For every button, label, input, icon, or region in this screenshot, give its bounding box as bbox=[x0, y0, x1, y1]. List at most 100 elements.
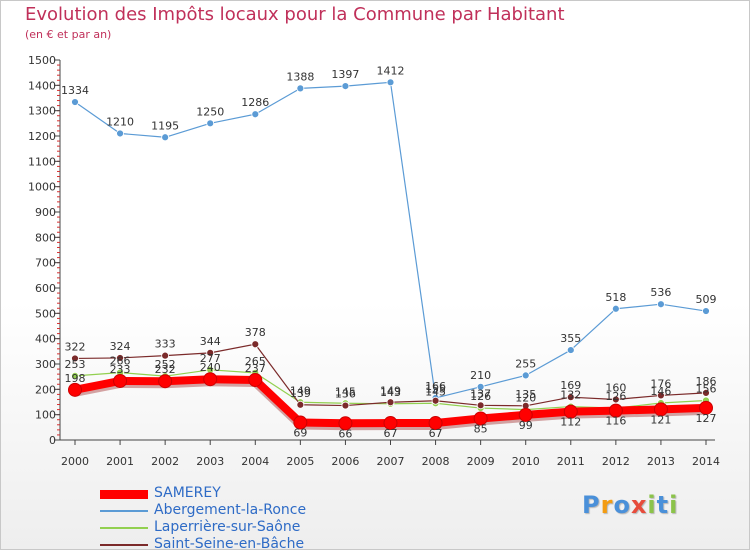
data-point bbox=[158, 374, 173, 389]
data-label: 536 bbox=[650, 286, 671, 299]
data-point bbox=[518, 407, 533, 422]
y-tick-label: 300 bbox=[35, 358, 56, 371]
data-label: 266 bbox=[110, 355, 131, 368]
data-point bbox=[71, 372, 79, 380]
y-tick-label: 900 bbox=[35, 206, 56, 219]
x-tick-label: 2004 bbox=[241, 455, 269, 468]
data-point bbox=[653, 402, 668, 417]
data-label: 378 bbox=[245, 326, 266, 339]
data-point bbox=[386, 78, 395, 87]
data-label: 1195 bbox=[151, 119, 179, 132]
x-tick-label: 2012 bbox=[602, 455, 630, 468]
data-point bbox=[341, 82, 350, 90]
data-point bbox=[161, 133, 170, 142]
data-point bbox=[521, 371, 530, 380]
y-tick-label: 400 bbox=[35, 333, 56, 346]
data-label: 145 bbox=[425, 385, 446, 398]
data-label: 210 bbox=[470, 369, 491, 382]
legend-label: Abergement-la-Ronce bbox=[154, 502, 307, 518]
data-point bbox=[386, 398, 395, 407]
data-label: 136 bbox=[335, 388, 356, 401]
data-label: 66 bbox=[338, 427, 352, 440]
data-point bbox=[566, 346, 575, 354]
data-point bbox=[611, 304, 620, 313]
data-label: 253 bbox=[65, 358, 86, 371]
data-label: 127 bbox=[696, 412, 717, 425]
logo-letter: o bbox=[613, 491, 631, 519]
x-tick-label: 2014 bbox=[692, 455, 720, 468]
data-label: 509 bbox=[696, 293, 717, 306]
data-label: 255 bbox=[515, 357, 536, 370]
data-label: 145 bbox=[335, 385, 356, 398]
data-point bbox=[113, 373, 128, 388]
data-point bbox=[68, 382, 82, 397]
data-label: 126 bbox=[605, 390, 626, 403]
data-point bbox=[611, 395, 620, 404]
data-point bbox=[71, 98, 79, 106]
data-label: 149 bbox=[380, 384, 401, 397]
x-tick-label: 2002 bbox=[151, 455, 179, 468]
data-point bbox=[341, 401, 350, 410]
data-point bbox=[383, 416, 398, 431]
data-point bbox=[206, 119, 215, 128]
y-tick-label: 1300 bbox=[28, 105, 56, 118]
logo-letter: t bbox=[656, 491, 670, 519]
x-tick-label: 2005 bbox=[286, 455, 314, 468]
data-label: 120 bbox=[515, 392, 536, 405]
data-label: 146 bbox=[650, 385, 671, 398]
data-point bbox=[657, 300, 665, 309]
legend-swatch bbox=[100, 544, 148, 546]
data-label: 121 bbox=[650, 413, 671, 426]
data-label: 322 bbox=[65, 340, 86, 353]
data-label: 1210 bbox=[106, 115, 134, 128]
data-point bbox=[566, 393, 575, 402]
y-tick-label: 100 bbox=[35, 409, 56, 422]
data-label: 265 bbox=[245, 355, 266, 368]
data-label: 126 bbox=[470, 390, 491, 403]
data-point bbox=[161, 351, 170, 360]
x-tick-label: 2001 bbox=[106, 455, 134, 468]
data-label: 116 bbox=[605, 415, 626, 428]
data-point bbox=[476, 401, 485, 410]
y-tick-label: 0 bbox=[49, 434, 56, 447]
y-tick-label: 1500 bbox=[28, 54, 56, 67]
y-tick-label: 800 bbox=[35, 231, 56, 244]
data-label: 333 bbox=[155, 338, 176, 351]
data-label: 1250 bbox=[196, 105, 224, 118]
logo-letter: r bbox=[600, 491, 614, 519]
data-point bbox=[699, 400, 713, 415]
data-point bbox=[476, 382, 485, 391]
data-point bbox=[206, 348, 215, 357]
data-label: 324 bbox=[110, 340, 131, 353]
y-tick-label: 1100 bbox=[28, 155, 56, 168]
data-label: 143 bbox=[380, 386, 401, 399]
x-tick-label: 2010 bbox=[512, 455, 540, 468]
data-label: 99 bbox=[519, 419, 533, 432]
data-point bbox=[251, 340, 260, 349]
data-label: 137 bbox=[470, 387, 491, 400]
data-label: 135 bbox=[515, 388, 536, 401]
proxiti-logo: Proxiti bbox=[582, 491, 678, 519]
data-label: 277 bbox=[200, 352, 221, 365]
chart-title: Evolution des Impôts locaux pour la Comm… bbox=[25, 4, 565, 25]
x-tick-label: 2000 bbox=[61, 455, 89, 468]
data-label: 252 bbox=[155, 358, 176, 371]
data-point bbox=[428, 416, 443, 431]
x-tick-label: 2007 bbox=[377, 455, 405, 468]
legend-swatch bbox=[100, 527, 148, 529]
legend-label: Saint-Seine-en-Bâche bbox=[154, 536, 305, 552]
data-label: 1334 bbox=[61, 84, 89, 97]
data-point bbox=[251, 110, 260, 119]
data-label: 149 bbox=[290, 384, 311, 397]
data-point bbox=[296, 84, 305, 93]
data-point bbox=[296, 400, 305, 409]
data-point bbox=[293, 415, 308, 430]
data-point bbox=[608, 403, 623, 418]
data-label: 169 bbox=[560, 379, 581, 392]
data-label: 518 bbox=[605, 291, 626, 304]
data-label: 240 bbox=[200, 361, 221, 374]
data-label: 112 bbox=[560, 416, 581, 429]
data-label: 233 bbox=[110, 363, 131, 376]
x-tick-label: 2009 bbox=[467, 455, 495, 468]
